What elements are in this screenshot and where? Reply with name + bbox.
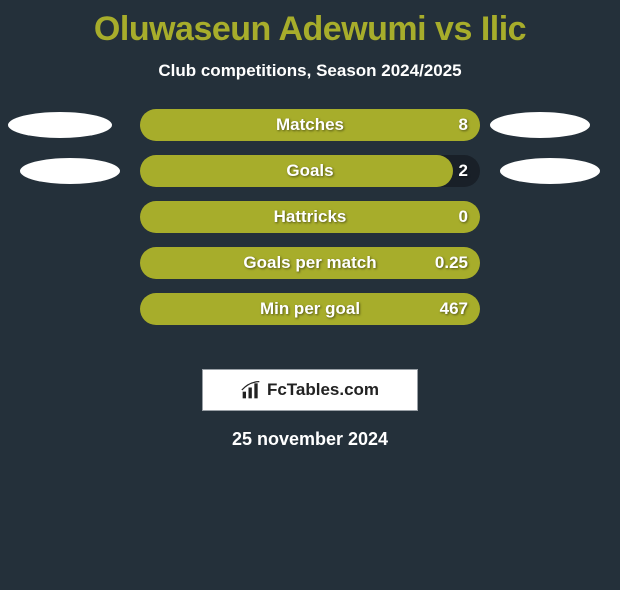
bar-value: 0 [459,201,468,233]
logo-text: FcTables.com [267,380,379,400]
bar-label: Matches [140,109,480,141]
player-oval [500,158,600,184]
page-subtitle: Club competitions, Season 2024/2025 [0,61,620,81]
bar-value: 0.25 [435,247,468,279]
bar-label: Goals per match [140,247,480,279]
bar-label: Min per goal [140,293,480,325]
comparison-chart: Matches8Goals2Hattricks0Goals per match0… [0,109,620,349]
bar-value: 467 [440,293,468,325]
stat-row: Goals per match0.25 [0,247,620,279]
player-oval [20,158,120,184]
bar-label: Goals [140,155,480,187]
logo-box: FcTables.com [202,369,418,411]
bar-value: 8 [459,109,468,141]
page-title: Oluwaseun Adewumi vs Ilic [0,10,620,49]
date-text: 25 november 2024 [0,429,620,450]
bar-label: Hattricks [140,201,480,233]
bar-value: 2 [459,155,468,187]
player-oval [490,112,590,138]
stat-row: Hattricks0 [0,201,620,233]
player-oval [8,112,112,138]
bar-chart-icon [241,380,261,400]
stat-row: Min per goal467 [0,293,620,325]
